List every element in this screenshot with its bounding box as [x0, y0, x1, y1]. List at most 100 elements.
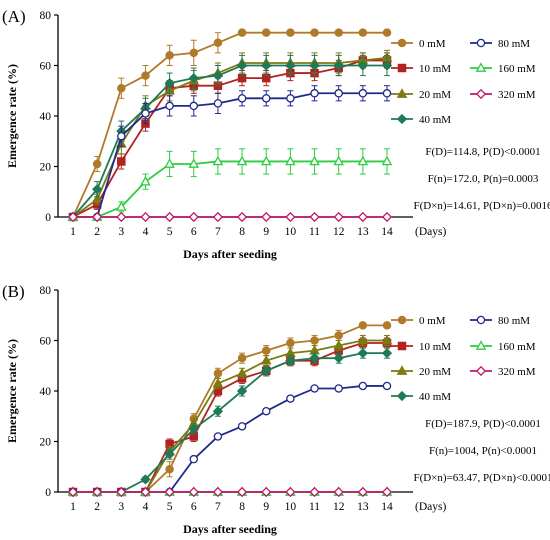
x-axis-title: Days after seeding — [183, 247, 277, 261]
data-point — [92, 159, 102, 169]
data-point — [117, 157, 126, 166]
data-point — [188, 158, 200, 168]
data-point — [333, 486, 344, 498]
data-point — [140, 211, 151, 223]
y-tick-label: 60 — [40, 61, 52, 73]
data-point — [236, 486, 248, 498]
x-tick-label: 4 — [143, 501, 149, 513]
stat-annotation: F(n)=172.0, P(n)=0.0003 — [428, 173, 539, 185]
legend-marker — [396, 88, 408, 98]
data-point — [91, 193, 103, 204]
data-point — [67, 211, 79, 223]
x-tick-label: 1 — [70, 501, 76, 513]
data-point — [140, 474, 151, 485]
y-tick-label: 40 — [40, 386, 52, 398]
data-point — [188, 211, 199, 223]
series-0-mm — [68, 28, 392, 222]
legend-marker — [476, 38, 486, 48]
data-point — [261, 211, 272, 223]
data-point — [381, 211, 393, 223]
legend-label: 160 mM — [498, 341, 536, 353]
data-point — [310, 336, 319, 345]
y-tick-label: 40 — [40, 111, 52, 123]
y-tick-label: 20 — [40, 437, 52, 449]
data-point — [382, 89, 392, 98]
data-point — [164, 158, 175, 168]
legend-marker — [397, 341, 407, 351]
data-point — [357, 486, 368, 498]
data-point — [212, 406, 224, 417]
legend-label: 0 mM — [419, 38, 446, 50]
legend-entry: 20 mM — [391, 88, 451, 101]
data-point — [286, 338, 295, 348]
legend-marker — [397, 63, 407, 73]
data-point — [67, 486, 79, 498]
x-tick-label: 3 — [118, 226, 124, 238]
stat-annotation: F(D×n)=14.61, P(D×n)=0.0016 — [413, 200, 550, 212]
data-point — [309, 155, 320, 166]
y-tick-label: 20 — [40, 162, 52, 174]
legend-marker — [396, 365, 408, 375]
y-tick-label: 60 — [40, 336, 52, 348]
data-point — [382, 28, 392, 37]
data-point — [333, 211, 344, 223]
data-point — [381, 60, 393, 71]
data-point — [357, 211, 368, 223]
x-tick-label: 12 — [333, 501, 345, 513]
legend-entry: 40 mM — [391, 390, 451, 403]
data-point — [285, 355, 296, 366]
data-point — [334, 89, 343, 98]
x-tick-label: 14 — [381, 226, 393, 238]
data-point — [189, 48, 199, 58]
data-point — [333, 60, 344, 71]
data-point — [309, 486, 320, 498]
x-tick-label: 5 — [167, 226, 173, 238]
x-tick-label: 10 — [285, 226, 297, 238]
x-tick-label: 9 — [263, 501, 269, 513]
legend-marker — [397, 38, 407, 48]
data-point — [237, 28, 247, 37]
stat-annotation: F(n)=1004, P(n)<0.0001 — [429, 445, 537, 457]
legend-label: 80 mM — [498, 38, 530, 50]
legend-entry: 160 mM — [470, 340, 536, 353]
data-point — [357, 60, 368, 71]
data-point — [92, 211, 103, 223]
data-point — [310, 384, 319, 393]
data-point — [285, 211, 296, 223]
data-point — [358, 381, 368, 391]
data-point — [116, 211, 127, 223]
data-point — [261, 365, 272, 376]
legend-marker — [396, 113, 408, 125]
data-point — [165, 465, 174, 474]
legend-entry: 40 mM — [391, 113, 451, 126]
data-point — [309, 211, 320, 223]
data-point — [212, 155, 224, 166]
stat-annotation: F(D×n)=63.47, P(D×n)<0.0001 — [413, 472, 550, 484]
data-point — [188, 486, 199, 498]
data-point — [310, 28, 319, 37]
data-point — [212, 70, 224, 81]
data-point — [381, 486, 393, 498]
legend-entry: 160 mM — [470, 62, 536, 75]
data-point — [236, 60, 248, 71]
data-point — [381, 334, 393, 345]
x-unit-label: (Days) — [415, 501, 446, 513]
y-axis-title: Emergence rate (%) — [5, 339, 19, 443]
series-40-mm — [67, 54, 393, 223]
x-tick-label: 2 — [94, 501, 100, 513]
data-point — [188, 73, 199, 84]
x-tick-label: 12 — [333, 226, 345, 238]
data-point — [261, 28, 271, 37]
series-line — [73, 160, 387, 218]
legend-entry: 80 mM — [470, 315, 530, 327]
legend-label: 0 mM — [419, 315, 446, 327]
series-40-mm — [67, 347, 393, 498]
series-line — [73, 352, 387, 493]
stat-annotation: F(D)=114.8, P(D)<0.0001 — [425, 146, 540, 158]
data-point — [381, 155, 393, 166]
data-point — [285, 486, 296, 498]
x-unit-label: (Days) — [415, 226, 446, 238]
legend-marker — [475, 340, 487, 350]
